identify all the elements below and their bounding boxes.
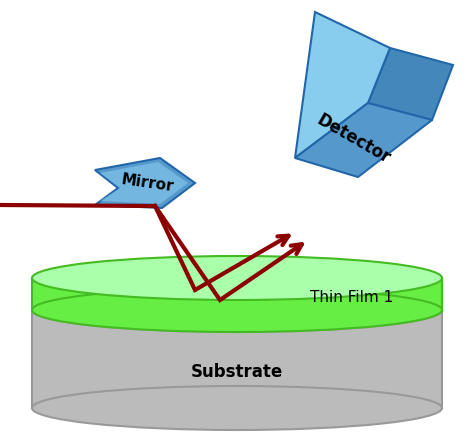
Polygon shape — [295, 103, 432, 177]
Text: Detector: Detector — [313, 111, 393, 168]
Text: Mirror: Mirror — [121, 172, 175, 194]
Ellipse shape — [32, 386, 442, 430]
Polygon shape — [32, 310, 442, 408]
Ellipse shape — [32, 256, 442, 300]
Polygon shape — [368, 48, 453, 120]
Polygon shape — [100, 162, 188, 204]
Ellipse shape — [32, 288, 442, 332]
Polygon shape — [95, 158, 195, 208]
Text: Substrate: Substrate — [191, 363, 283, 381]
Text: Thin Film 1: Thin Film 1 — [310, 290, 393, 304]
Ellipse shape — [32, 288, 442, 332]
Polygon shape — [32, 278, 442, 310]
Polygon shape — [295, 12, 390, 158]
